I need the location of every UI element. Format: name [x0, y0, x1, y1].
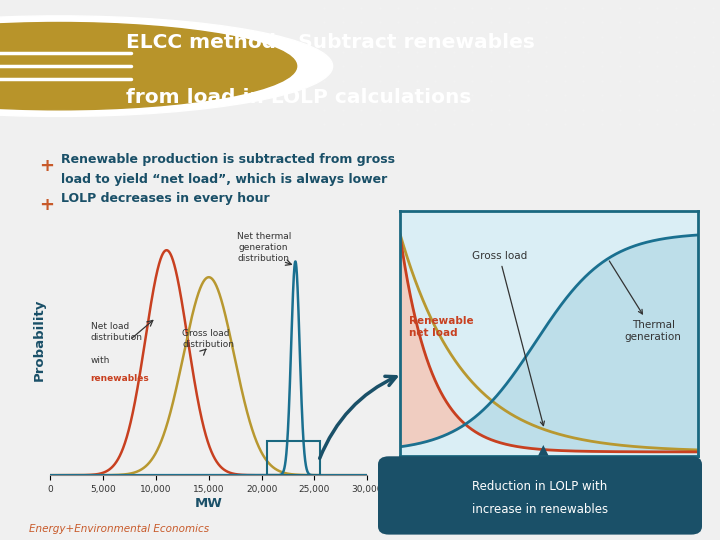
Text: increase in renewables: increase in renewables	[472, 503, 608, 516]
Text: Net load
distribution: Net load distribution	[91, 322, 143, 342]
Text: renewables: renewables	[91, 374, 149, 383]
Text: from load in LOLP calculations: from load in LOLP calculations	[126, 89, 472, 107]
Bar	[267, 442, 320, 475]
X-axis label: MW: MW	[195, 497, 222, 510]
Circle shape	[0, 23, 297, 110]
Text: Thermal
generation: Thermal generation	[609, 261, 682, 342]
Text: LOLP decreases in every hour: LOLP decreases in every hour	[61, 192, 270, 205]
Text: Energy+Environmental Economics: Energy+Environmental Economics	[29, 523, 209, 534]
Text: Gross load: Gross load	[472, 251, 544, 426]
Text: ELCC method:  Subtract renewables: ELCC method: Subtract renewables	[126, 33, 535, 52]
Text: +: +	[40, 157, 55, 174]
Text: 23: 23	[680, 518, 702, 534]
Text: Renewable
net load: Renewable net load	[409, 316, 473, 338]
Text: load to yield “net load”, which is always lower: load to yield “net load”, which is alway…	[61, 173, 387, 186]
Circle shape	[0, 16, 333, 117]
Text: Reduction in LOLP with: Reduction in LOLP with	[472, 480, 608, 492]
Text: with: with	[91, 356, 110, 364]
Text: Net thermal
generation
distribution: Net thermal generation distribution	[237, 232, 291, 264]
Text: Renewable production is subtracted from gross: Renewable production is subtracted from …	[61, 153, 395, 166]
Text: +: +	[40, 196, 55, 214]
Y-axis label: Probability: Probability	[33, 299, 46, 381]
Text: ▲: ▲	[539, 442, 549, 456]
Text: Gross load
distribution: Gross load distribution	[182, 329, 235, 349]
